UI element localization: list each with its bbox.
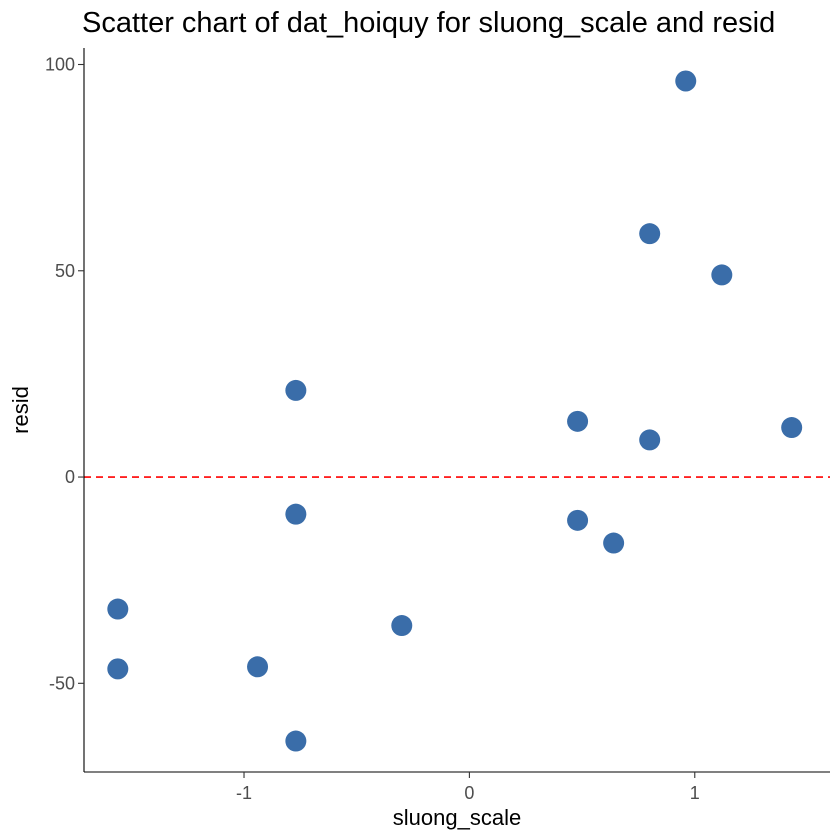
y-tick-label: 100: [45, 55, 75, 75]
data-point-11: [107, 598, 129, 620]
y-axis-label: resid: [8, 386, 33, 434]
y-tick-label: -50: [49, 673, 75, 693]
x-tick-label: -1: [236, 783, 252, 803]
data-point-6: [781, 417, 803, 439]
data-point-10: [603, 532, 625, 554]
data-point-8: [285, 503, 307, 525]
data-point-2: [639, 223, 661, 245]
data-point-9: [567, 509, 589, 531]
data-point-15: [285, 730, 307, 752]
data-point-3: [711, 264, 733, 286]
y-tick-label: 0: [65, 467, 75, 487]
data-point-4: [285, 379, 307, 401]
y-tick-label: 50: [55, 261, 75, 281]
data-point-5: [567, 410, 589, 432]
axis-ticks: -1 0 1 -50 0 50 100: [45, 55, 700, 803]
data-point-1: [675, 70, 697, 92]
x-tick-label: 1: [690, 783, 700, 803]
data-point-13: [107, 658, 129, 680]
data-point-7: [639, 429, 661, 451]
data-point-14: [247, 656, 269, 678]
data-points: [107, 70, 803, 752]
x-tick-label: 0: [464, 783, 474, 803]
x-axis-label: sluong_scale: [393, 805, 521, 830]
data-point-12: [391, 615, 413, 637]
chart-title: Scatter chart of dat_hoiquy for sluong_s…: [82, 7, 775, 39]
